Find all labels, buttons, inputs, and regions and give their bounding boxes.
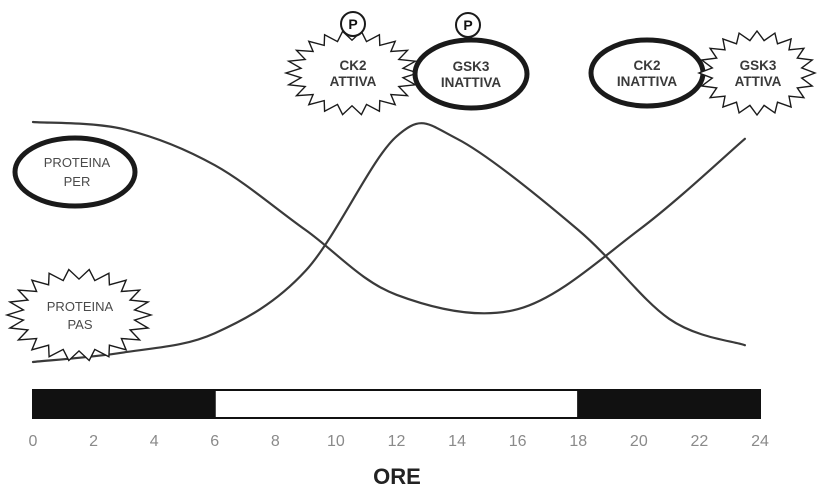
ck2-attiva-label: CK2 ATTIVA	[283, 30, 421, 116]
day-night-bar	[32, 389, 761, 419]
hour-tick-4: 4	[150, 433, 159, 450]
proteina-per-label: PROTEINA PER	[12, 135, 138, 209]
bar-segment-light-1	[213, 389, 580, 419]
gsk3-attiva-line1: GSK3	[740, 58, 777, 73]
hour-ticks: 0 2 4 6 8 10 12 14 16 18 20 22 24	[29, 433, 769, 450]
per-protein-curve	[31, 120, 746, 315]
pas-protein-curve	[31, 122, 746, 364]
hour-tick-10: 10	[327, 433, 345, 450]
hour-tick-18: 18	[569, 433, 587, 450]
gsk3-attiva-line2: ATTIVA	[735, 74, 782, 89]
hour-tick-14: 14	[448, 433, 466, 450]
ck2-attiva-line1: CK2	[339, 58, 366, 73]
ck2-inattiva-line1: CK2	[633, 58, 660, 73]
hour-tick-12: 12	[388, 433, 406, 450]
bar-segment-dark-0	[32, 389, 216, 419]
hour-tick-0: 0	[29, 433, 38, 450]
hour-tick-6: 6	[210, 433, 219, 450]
proteina-pas-label: PROTEINA PAS	[4, 268, 154, 362]
gsk3-inattiva-label: GSK3 INATTIVA	[412, 37, 530, 111]
gsk3-phospho-badge: P	[455, 12, 481, 38]
gsk3-phospho-letter: P	[463, 17, 472, 33]
hour-tick-16: 16	[509, 433, 527, 450]
hour-tick-20: 20	[630, 433, 648, 450]
hour-tick-8: 8	[271, 433, 280, 450]
hour-tick-2: 2	[89, 433, 98, 450]
gsk3-inattiva-line2: INATTIVA	[441, 75, 501, 90]
gsk3-inattiva-line1: GSK3	[453, 59, 490, 74]
proteina-per-line2: PER	[64, 174, 91, 189]
ck2-phospho-badge: P	[340, 11, 366, 37]
hour-tick-24: 24	[751, 433, 769, 450]
hour-tick-22: 22	[691, 433, 709, 450]
proteina-per-line1: PROTEINA	[44, 155, 111, 170]
axis-title: ORE	[373, 464, 421, 489]
ck2-inattiva-label: CK2 INATTIVA	[588, 37, 706, 109]
ck2-phospho-letter: P	[348, 16, 357, 32]
ck2-inattiva-line2: INATTIVA	[617, 74, 677, 89]
gsk3-attiva-label: GSK3 ATTIVA	[697, 29, 817, 117]
ck2-attiva-line2: ATTIVA	[330, 74, 377, 89]
bar-segment-dark-2	[577, 389, 761, 419]
proteina-pas-line1: PROTEINA	[47, 299, 114, 314]
proteina-pas-line2: PAS	[67, 317, 92, 332]
